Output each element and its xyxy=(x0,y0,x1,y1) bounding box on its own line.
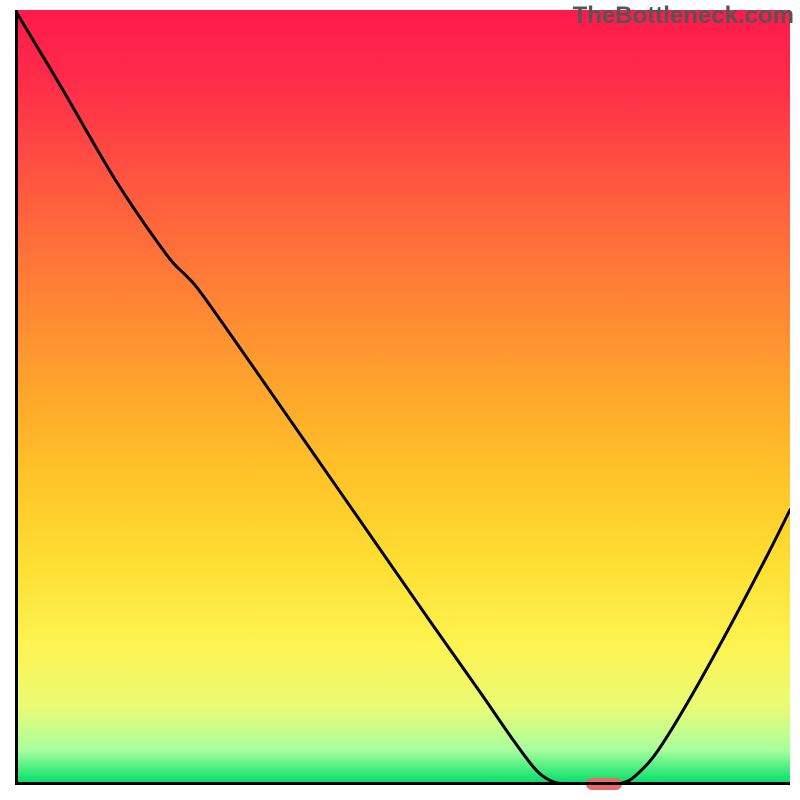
plot-area xyxy=(15,10,790,785)
chart-container: TheBottleneck.com xyxy=(0,0,800,800)
x-axis-line xyxy=(15,782,790,785)
watermark-text: TheBottleneck.com xyxy=(573,2,794,30)
y-axis-line xyxy=(15,10,18,785)
gradient-and-curve-svg xyxy=(15,10,790,785)
